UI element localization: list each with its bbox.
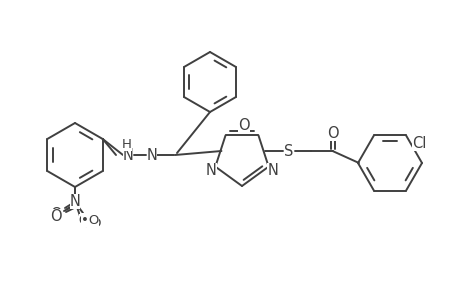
Text: H: H bbox=[122, 137, 132, 151]
Text: O: O bbox=[50, 208, 62, 223]
Text: ΘO: ΘO bbox=[78, 214, 97, 227]
Text: N: N bbox=[69, 194, 80, 208]
Text: S: S bbox=[283, 143, 292, 158]
Text: •O: •O bbox=[81, 214, 99, 227]
Text: Cl: Cl bbox=[411, 136, 425, 151]
Text: N: N bbox=[267, 163, 277, 178]
Text: N: N bbox=[146, 148, 157, 163]
Text: O: O bbox=[50, 209, 62, 224]
Text: N: N bbox=[206, 163, 216, 178]
Text: N: N bbox=[69, 194, 80, 208]
Text: ⵒO: ⵒO bbox=[81, 217, 101, 230]
Text: ∩O: ∩O bbox=[80, 214, 98, 226]
Text: O: O bbox=[326, 125, 338, 140]
Text: O: O bbox=[238, 118, 249, 133]
Text: N: N bbox=[122, 148, 133, 163]
